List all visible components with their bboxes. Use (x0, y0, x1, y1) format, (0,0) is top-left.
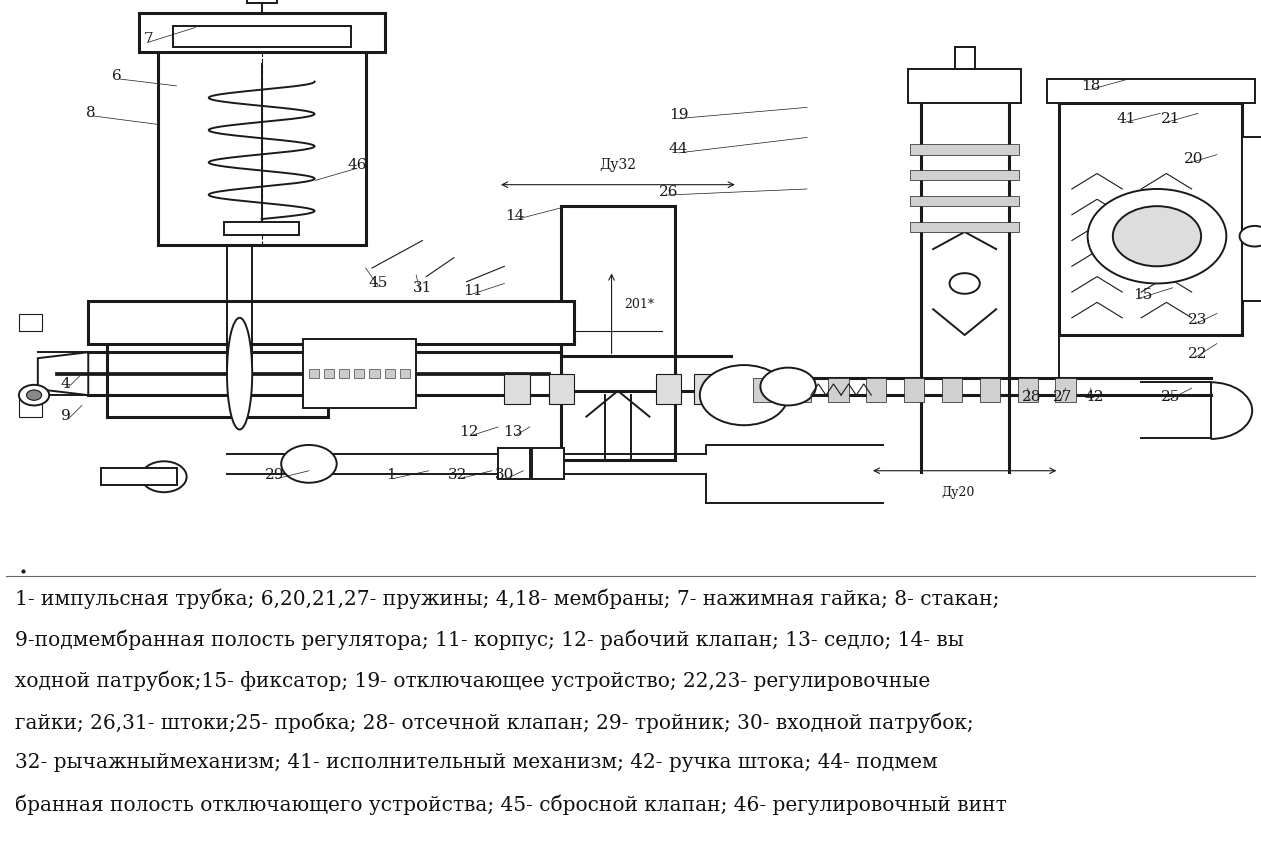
Text: 41: 41 (1116, 112, 1136, 125)
Circle shape (760, 368, 816, 405)
Circle shape (141, 461, 187, 492)
Circle shape (1112, 206, 1200, 266)
Text: 13: 13 (503, 425, 523, 439)
Bar (19, 399, 42, 417)
Bar (498, 448, 530, 479)
Circle shape (26, 390, 42, 400)
Bar (1050, 82, 1251, 101)
Bar (910, 196, 1019, 206)
Text: 23: 23 (1188, 314, 1208, 327)
Bar (1059, 103, 1242, 335)
Text: 1: 1 (386, 468, 396, 482)
Text: 21: 21 (1160, 112, 1180, 125)
Bar (980, 378, 1000, 402)
Bar (1055, 378, 1076, 402)
Text: 12: 12 (459, 425, 479, 439)
Bar (1047, 79, 1255, 103)
Bar (904, 378, 924, 402)
Bar (400, 369, 410, 378)
Bar (656, 374, 681, 404)
Bar (866, 378, 886, 402)
Bar (955, 47, 975, 69)
Bar (158, 47, 180, 245)
Circle shape (1240, 226, 1261, 247)
Text: Ду20: Ду20 (942, 486, 975, 499)
Text: 4: 4 (61, 377, 71, 391)
Text: 20: 20 (1184, 152, 1204, 166)
Bar (753, 378, 773, 402)
Bar (173, 26, 351, 47)
Bar (532, 448, 564, 479)
Ellipse shape (227, 318, 252, 430)
Text: 25: 25 (1160, 390, 1180, 404)
Text: 28: 28 (1021, 390, 1042, 404)
Text: гайки; 26,31- штоки;25- пробка; 28- отсечной клапан; 29- тройник; 30- входной па: гайки; 26,31- штоки;25- пробка; 28- отсе… (15, 712, 973, 733)
Bar (19, 314, 42, 331)
Circle shape (19, 385, 49, 405)
Polygon shape (38, 352, 88, 395)
Bar (1018, 378, 1038, 402)
Text: 8: 8 (86, 107, 96, 120)
Bar (247, 0, 277, 3)
Bar (324, 369, 334, 378)
Text: 32: 32 (448, 468, 468, 482)
Bar (224, 222, 300, 235)
Text: 44: 44 (668, 143, 689, 156)
Text: 29: 29 (265, 468, 285, 482)
Text: 11: 11 (463, 284, 483, 298)
Text: 14: 14 (504, 210, 525, 223)
Bar (549, 374, 574, 404)
Text: 9-подмембранная полость регулятора; 11- корпус; 12- рабочий клапан; 13- седло; 1: 9-подмембранная полость регулятора; 11- … (15, 630, 963, 650)
Bar (910, 222, 1019, 232)
Text: 201*: 201* (624, 298, 654, 312)
Bar (942, 378, 962, 402)
Text: 26: 26 (658, 185, 678, 198)
Bar (101, 468, 177, 485)
Bar (1242, 137, 1261, 301)
Text: 22: 22 (1188, 347, 1208, 361)
Bar (339, 369, 349, 378)
Bar (385, 369, 395, 378)
Bar (139, 13, 385, 52)
Bar (694, 374, 719, 404)
Text: 19: 19 (668, 108, 689, 122)
Text: 27: 27 (1053, 390, 1073, 404)
Bar (88, 301, 574, 344)
Text: 9: 9 (61, 409, 71, 423)
Text: 31: 31 (412, 281, 433, 295)
Text: 7: 7 (144, 32, 154, 46)
Bar (791, 378, 811, 402)
Bar (369, 369, 380, 378)
Bar (910, 170, 1019, 180)
Bar (828, 378, 849, 402)
Circle shape (281, 445, 337, 483)
Bar (908, 69, 1021, 103)
Text: 1- импульсная трубка; 6,20,21,27- пружины; 4,18- мембраны; 7- нажимная гайка; 8-: 1- импульсная трубка; 6,20,21,27- пружин… (15, 588, 1000, 609)
Bar (158, 26, 366, 245)
Text: 42: 42 (1084, 390, 1105, 404)
Bar (142, 14, 381, 49)
Bar (504, 374, 530, 404)
Bar (107, 331, 328, 417)
Bar (177, 28, 347, 45)
Bar (561, 206, 675, 460)
Text: 45: 45 (368, 276, 388, 289)
Text: 32- рычажныймеханизм; 41- исполнительный механизм; 42- ручка штока; 44- подмем: 32- рычажныймеханизм; 41- исполнительный… (15, 753, 938, 772)
Bar (343, 47, 366, 245)
Bar (910, 144, 1019, 155)
Text: бранная полость отключающего устройства; 45- сбросной клапан; 46- регулировочный: бранная полость отключающего устройства;… (15, 795, 1006, 815)
Bar (354, 369, 364, 378)
Text: 46: 46 (347, 158, 367, 172)
Text: 18: 18 (1081, 79, 1101, 93)
Text: Ду32: Ду32 (599, 158, 637, 172)
Text: 6: 6 (112, 69, 122, 82)
Text: 30: 30 (494, 468, 514, 482)
Bar (309, 369, 319, 378)
Bar (303, 339, 416, 408)
Text: 15: 15 (1132, 288, 1153, 302)
Text: ходной патрубок;15- фиксатор; 19- отключающее устройство; 22,23- регулировочные: ходной патрубок;15- фиксатор; 19- отключ… (15, 671, 931, 691)
Circle shape (950, 273, 980, 294)
Circle shape (700, 365, 788, 425)
Circle shape (1087, 189, 1226, 283)
